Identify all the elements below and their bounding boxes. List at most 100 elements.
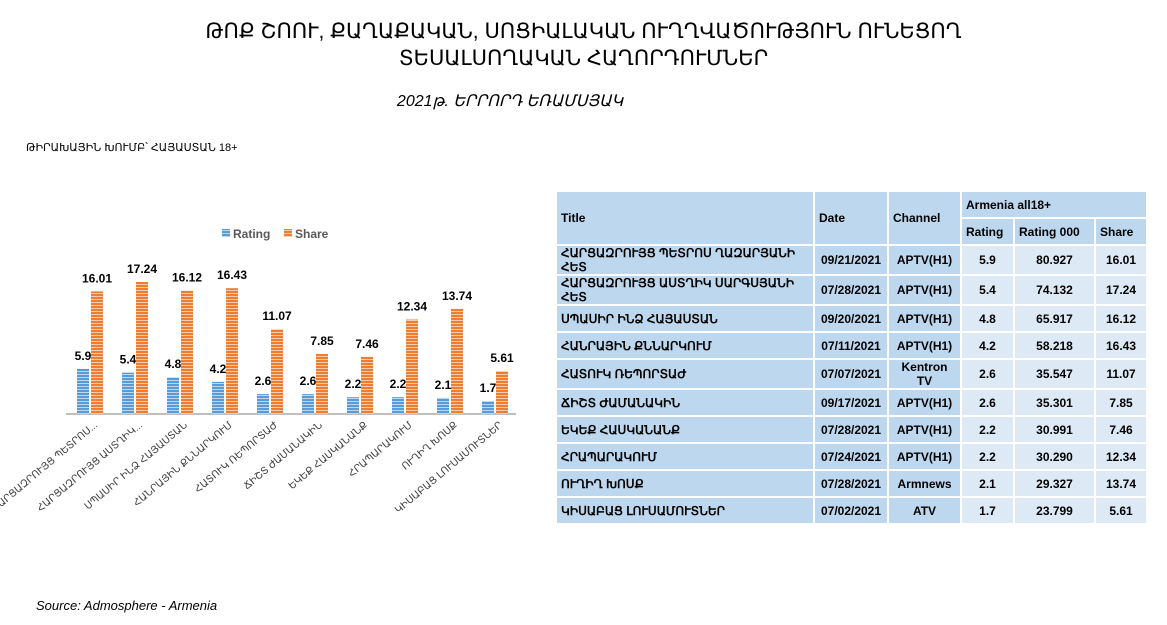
cell-share: 13.74 xyxy=(1094,469,1148,498)
source-note: Source: Admosphere - Armenia xyxy=(36,598,218,613)
cell-date: 09/17/2021 xyxy=(813,388,889,417)
header-group: Armenia all18+ xyxy=(960,190,1148,219)
share-bar xyxy=(271,329,283,414)
cell-share: 7.85 xyxy=(1094,388,1148,417)
cell-rating: 2.2 xyxy=(960,442,1015,471)
cell-rating000: 30.290 xyxy=(1013,442,1096,471)
share-data-label: 16.12 xyxy=(172,271,202,285)
cell-rating000: 35.301 xyxy=(1013,388,1096,417)
legend-swatch-share xyxy=(284,229,292,237)
share-data-label: 16.43 xyxy=(217,268,247,282)
share-data-label: 12.34 xyxy=(397,300,427,314)
rating-data-label: 2.2 xyxy=(345,377,362,391)
rating-bar xyxy=(212,381,224,414)
cell-rating: 2.6 xyxy=(960,388,1015,417)
rating-data-label: 2.2 xyxy=(390,377,407,391)
rating-data-label: 1.7 xyxy=(480,381,497,395)
cell-rating: 5.9 xyxy=(960,244,1015,276)
cell-date: 07/02/2021 xyxy=(813,496,889,525)
cell-date: 09/21/2021 xyxy=(813,244,889,276)
x-tick-label: ԵԿԵՔ ՀԱՍԿԱՆԱՆՔ xyxy=(287,420,370,492)
share-bar xyxy=(91,291,103,414)
table-row: ՀԱՐՑԱԶՐՈՒՅՑ ԱՍՏՂԻԿ ՍԱՐԳՍՅԱՆԻ ՀԵՏ 07/28/20… xyxy=(555,274,1148,306)
cell-rating: 2.2 xyxy=(960,415,1015,444)
page-title: ԹՈՔ ՇՈՈՒ, ՔԱՂԱՔԱԿԱՆ, ՍՈՑԻԱԼԱԿԱՆ ՈՒՂՂՎԱԾՈ… xyxy=(0,18,1167,72)
cell-rating000: 23.799 xyxy=(1013,496,1096,525)
rating-bar xyxy=(437,397,449,414)
cell-rating000: 74.132 xyxy=(1013,274,1096,306)
cell-channel: APTV(H1) xyxy=(887,244,962,276)
table-row: ՀՐԱՊԱՐԱԿՈՒՄ 07/24/2021 APTV(H1) 2.2 30.290 12… xyxy=(555,442,1148,471)
cell-rating000: 30.991 xyxy=(1013,415,1096,444)
cell-title: ԵԿԵՔ ՀԱՍԿԱՆԱՆՔ xyxy=(555,415,815,444)
table-row: ՀԱՐՑԱԶՐՈՒՅՑ ՊԵՏՐՈՍ ՂԱԶԱՐՅԱՆԻ ՀԵՏ 09/21/20… xyxy=(555,244,1148,276)
rating-data-label: 2.6 xyxy=(255,374,272,388)
cell-channel: APTV(H1) xyxy=(887,304,962,333)
cell-rating000: 65.917 xyxy=(1013,304,1096,333)
cell-channel: APTV(H1) xyxy=(887,388,962,417)
title-line-1: ԹՈՔ ՇՈՈՒ, ՔԱՂԱՔԱԿԱՆ, ՍՈՑԻԱԼԱԿԱՆ ՈՒՂՂՎԱԾՈ… xyxy=(205,20,962,43)
cell-rating: 4.2 xyxy=(960,331,1015,360)
rating-bar xyxy=(167,377,179,414)
header-rating000: Rating 000 xyxy=(1013,217,1096,246)
cell-channel: Armnews xyxy=(887,469,962,498)
share-data-label: 13.74 xyxy=(442,289,472,303)
cell-share: 5.61 xyxy=(1094,496,1148,525)
cell-rating000: 29.327 xyxy=(1013,469,1096,498)
cell-channel: APTV(H1) xyxy=(887,331,962,360)
rating-bar xyxy=(392,397,404,414)
share-bar xyxy=(226,288,238,414)
cell-rating000: 80.927 xyxy=(1013,244,1096,276)
rating-data-label: 2.1 xyxy=(435,378,452,392)
cell-date: 07/07/2021 xyxy=(813,358,889,390)
cell-rating000: 58.218 xyxy=(1013,331,1096,360)
cell-title: ՈՒՂԻՂ ԽՈՍՔ xyxy=(555,469,815,498)
target-group-label: ԹԻՐԱԽԱՅԻՆ ԽՈՒՄԲ՝ ՀԱՅԱՍՏԱՆ 18+ xyxy=(26,142,238,154)
share-bar xyxy=(406,319,418,414)
table-row: ՃԻՇՏ ԺԱՄԱՆԱԿԻՆ 09/17/2021 APTV(H1) 2.6 35.30… xyxy=(555,388,1148,417)
rating-bar xyxy=(257,394,269,414)
cell-date: 09/20/2021 xyxy=(813,304,889,333)
cell-share: 16.01 xyxy=(1094,244,1148,276)
legend-label-rating: Rating xyxy=(233,227,270,241)
cell-share: 12.34 xyxy=(1094,442,1148,471)
cell-date: 07/28/2021 xyxy=(813,415,889,444)
legend-label-share: Share xyxy=(295,227,329,241)
cell-channel: APTV(H1) xyxy=(887,415,962,444)
share-bar xyxy=(496,371,508,414)
cell-title: ՀԱՏՈՒԿ ՌԵՊՈՐՏԱԺ xyxy=(555,358,815,390)
cell-rating: 2.6 xyxy=(960,358,1015,390)
table-row: ՈՒՂԻՂ ԽՈՍՔ 07/28/2021 Armnews 2.1 29.327 13.7… xyxy=(555,469,1148,498)
cell-title: ՀԱՆՐԱՅԻՆ ՔՆՆԱՐԿՈՒՄ xyxy=(555,331,815,360)
cell-title: ՀՐԱՊԱՐԱԿՈՒՄ xyxy=(555,442,815,471)
cell-title: ԿԻՍԱԲԱՑ ԼՈՒՍԱՄՈՒՏՆԵՐ xyxy=(555,496,815,525)
cell-date: 07/28/2021 xyxy=(813,274,889,306)
cell-channel: Kentron TV xyxy=(887,358,962,390)
cell-title: ՀԱՐՑԱԶՐՈՒՅՑ ԱՍՏՂԻԿ ՍԱՐԳՍՅԱՆԻ ՀԵՏ xyxy=(555,274,815,306)
cell-rating000: 35.547 xyxy=(1013,358,1096,390)
table-row: ՀԱՆՐԱՅԻՆ ՔՆՆԱՐԿՈՒՄ 07/11/2021 APTV(H1) 4.2 5… xyxy=(555,331,1148,360)
subtitle: 2021թ. ԵՐՐՈՐԴ ԵՌԱՄՍՅԱԿ xyxy=(396,93,624,110)
share-data-label: 7.46 xyxy=(355,337,379,351)
cell-rating: 4.8 xyxy=(960,304,1015,333)
header-title: Title xyxy=(555,190,815,246)
share-bar xyxy=(181,290,193,414)
cell-share: 7.46 xyxy=(1094,415,1148,444)
header-share: Share xyxy=(1094,217,1148,246)
cell-channel: APTV(H1) xyxy=(887,442,962,471)
header-channel: Channel xyxy=(887,190,962,246)
cell-title: ՃԻՇՏ ԺԱՄԱՆԱԿԻՆ xyxy=(555,388,815,417)
rating-data-label: 5.4 xyxy=(120,353,137,367)
cell-share: 11.07 xyxy=(1094,358,1148,390)
rating-bar xyxy=(347,397,359,414)
rating-bar xyxy=(302,394,314,414)
rating-data-label: 4.2 xyxy=(210,362,227,376)
cell-share: 16.12 xyxy=(1094,304,1148,333)
header-date: Date xyxy=(813,190,889,246)
cell-rating: 2.1 xyxy=(960,469,1015,498)
cell-date: 07/11/2021 xyxy=(813,331,889,360)
table-row: ԵԿԵՔ ՀԱՍԿԱՆԱՆՔ 07/28/2021 APTV(H1) 2.2 30.99… xyxy=(555,415,1148,444)
share-bar xyxy=(316,353,328,414)
cell-rating: 1.7 xyxy=(960,496,1015,525)
